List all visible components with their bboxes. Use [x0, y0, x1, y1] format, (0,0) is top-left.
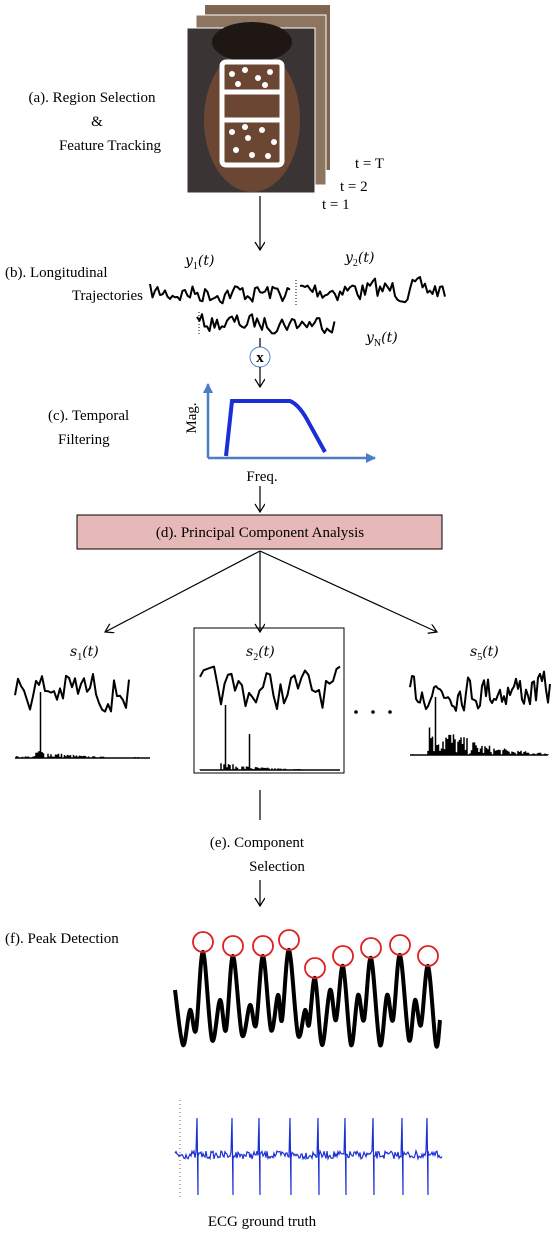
- signal: [199, 665, 341, 710]
- label: (a). Region Selection: [28, 90, 156, 106]
- waveforms: [14, 276, 551, 1200]
- label: (c). Temporal: [48, 408, 129, 424]
- spectrum: [15, 692, 150, 759]
- spectrum: [199, 705, 340, 771]
- component-label: s1(t): [70, 644, 99, 663]
- peak-marker: [222, 935, 244, 957]
- axis-label: Freq.: [246, 469, 277, 485]
- peak-marker: [192, 931, 214, 953]
- label: Selection: [249, 859, 305, 875]
- feature-points: [229, 67, 277, 159]
- signal-label: y1(t): [184, 253, 214, 272]
- peak-marker: [252, 935, 274, 957]
- label: Feature Tracking: [59, 138, 162, 154]
- signal: [196, 313, 336, 335]
- panel-a: (a). Region Selection & Feature Tracking…: [28, 5, 384, 213]
- label: (e). Component: [210, 835, 305, 851]
- peak-marker: [332, 945, 354, 967]
- peak-marker: [278, 929, 300, 951]
- filter-response: [224, 399, 327, 457]
- signal-label: yN(t): [365, 330, 398, 349]
- label: (b). Longitudinal: [5, 265, 107, 281]
- peak-marker: [417, 945, 439, 967]
- frame-label: t = T: [355, 156, 384, 172]
- peak-signal: [173, 947, 442, 1049]
- component-label: s5(t): [470, 644, 499, 663]
- pca-label: (d). Principal Component Analysis: [156, 525, 364, 541]
- panel-c: (c). Temporal Filtering Mag. Freq.: [48, 383, 376, 485]
- label: Trajectories: [72, 288, 143, 304]
- label: &: [91, 114, 103, 130]
- peak-marker: [304, 957, 326, 979]
- ellipsis: [354, 710, 392, 714]
- axis-label: Mag.: [184, 402, 200, 433]
- signal-label: y2(t): [344, 250, 374, 269]
- pca-box: [76, 514, 443, 550]
- caption: ECG ground truth: [208, 1214, 317, 1230]
- signal: [299, 276, 446, 304]
- signal: [14, 673, 130, 713]
- peak-marker: [360, 937, 382, 959]
- peak-marker: [389, 934, 411, 956]
- label: Filtering: [58, 432, 110, 448]
- panel-b: (b). Longitudinal Trajectories y1(t) y2(…: [5, 250, 398, 368]
- signal: [409, 670, 551, 712]
- selected-box: [193, 627, 345, 774]
- frame-label: t = 2: [340, 179, 368, 195]
- signal: [149, 283, 291, 305]
- ecg: [174, 1117, 443, 1196]
- component-label: s2(t): [246, 644, 275, 663]
- roi: [219, 59, 285, 168]
- spectrum: [410, 697, 549, 756]
- frame-label: t = 1: [322, 197, 350, 213]
- operator-label: x: [256, 350, 264, 366]
- hair: [212, 22, 292, 62]
- label: (f). Peak Detection: [5, 931, 119, 947]
